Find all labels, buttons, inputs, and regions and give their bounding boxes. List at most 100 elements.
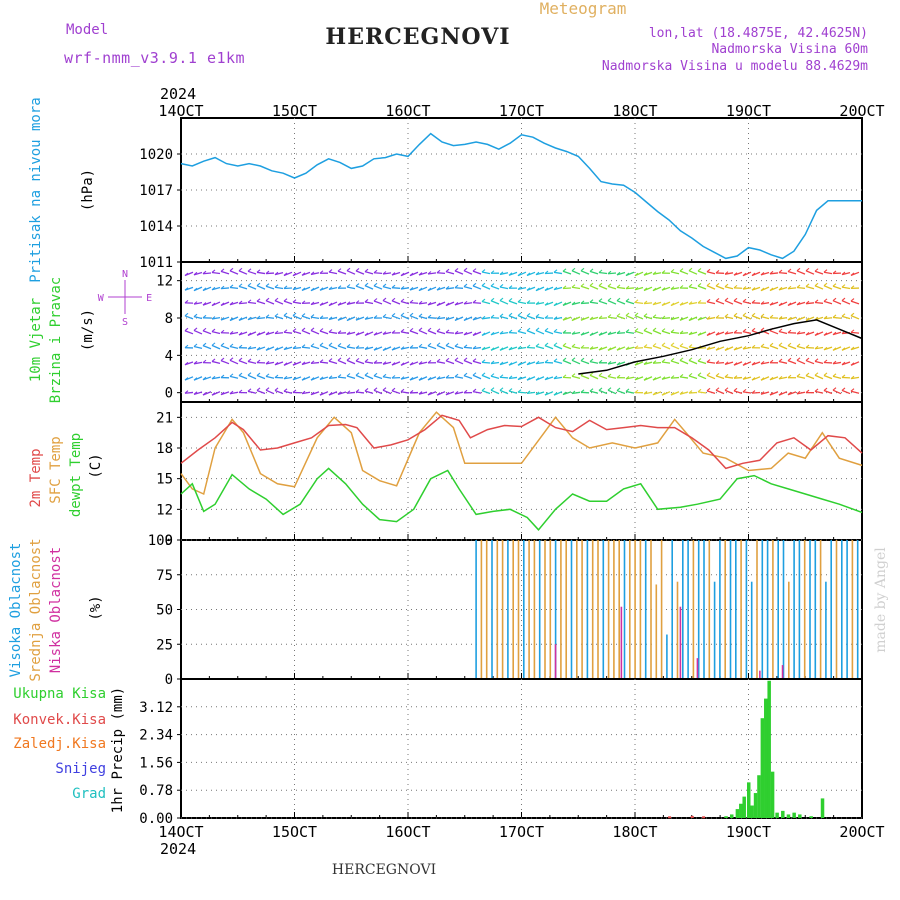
wind-arrow [796, 359, 806, 365]
wind-arrow [517, 346, 527, 350]
wind-arrow-head [688, 267, 693, 272]
wind-arrow-head [562, 374, 567, 378]
wind-arrow-head [454, 267, 459, 272]
wind-arrow [400, 331, 410, 335]
wind-arrow [508, 331, 518, 334]
wind-arrow-head [805, 267, 810, 272]
wind-arrow [355, 360, 365, 365]
wind-arrow [310, 272, 320, 276]
wind-arrow-head [373, 282, 378, 287]
wind-arrow-head [643, 313, 648, 317]
wind-arrow-head [472, 268, 477, 272]
wind-arrow [364, 361, 374, 364]
wind-arrow-head [247, 345, 252, 350]
precip-legend-item: Snijeg [55, 761, 106, 777]
wind-arrow-head [634, 362, 639, 366]
pressure-panel: 1011 1014 1017 1020 [139, 117, 863, 271]
wind-arrow-head [328, 302, 333, 306]
wind-arrow [535, 361, 545, 365]
tick-label-y: 21 [156, 410, 173, 426]
wind-arrow [679, 391, 689, 395]
wind-arrow-head [436, 302, 441, 306]
wind-arrow [652, 345, 662, 350]
wind-arrow [364, 285, 374, 290]
wind-arrow-head [328, 269, 333, 273]
tick-label-y: 4 [165, 348, 173, 364]
wind-arrow-head [607, 270, 612, 275]
wind-arrow-head [814, 316, 819, 321]
wind-arrow [679, 345, 689, 350]
wind-arrow [346, 270, 356, 275]
wind-arrow [193, 302, 203, 305]
wind-arrow-head [823, 387, 828, 391]
wind-arrow-head [355, 300, 360, 304]
wind-arrow-head [436, 287, 441, 291]
wind-arrow-head [499, 284, 504, 288]
wind-arrow [445, 287, 455, 290]
wind-arrow-head [220, 317, 225, 321]
wind-arrow [598, 300, 608, 305]
wind-arrow [598, 317, 608, 320]
wind-arrow [436, 330, 446, 335]
wind-arrow-head [751, 327, 756, 332]
wind-arrow-head [490, 331, 495, 336]
wind-arrow [319, 330, 329, 335]
wind-arrow [823, 285, 833, 290]
wind-arrow [301, 391, 311, 395]
wind-arrow [850, 376, 860, 380]
precip-legend-item: Zaledj.Kisa [13, 736, 106, 752]
wind-arrow-head [751, 377, 756, 381]
wind-arrow [463, 375, 473, 380]
wind-arrow-head [202, 392, 207, 396]
wind-arrow-head [418, 327, 423, 331]
wind-arrow [346, 286, 356, 290]
wind-arrow-head [769, 287, 774, 291]
wind-arrow-head [472, 299, 477, 304]
wind-arrow [796, 391, 806, 395]
time-label-bottom: 18OCT [612, 823, 657, 841]
wind-arrow-head [274, 374, 279, 378]
wind-arrow-head [544, 376, 549, 381]
wind-arrow [238, 302, 248, 305]
wind-arrow-head [670, 358, 675, 362]
wind-arrow-head [787, 391, 792, 396]
wind-arrow [535, 271, 545, 276]
wind-arrow-head [463, 372, 468, 377]
wind-arrow-head [832, 360, 837, 365]
wind-arrow [571, 301, 581, 306]
wind-arrow-head [265, 387, 270, 391]
wind-arrow-head [427, 391, 432, 396]
wind-arrow-head [796, 301, 801, 306]
wind-arrow-head [409, 312, 414, 317]
wind-arrow-head [751, 344, 756, 349]
wind-arrow-head [481, 346, 486, 351]
wind-arrow-head [535, 360, 540, 365]
wind-arrow-head [598, 269, 603, 273]
wind-arrow-head [436, 328, 441, 332]
wind-arrow [310, 345, 320, 350]
wind-arrow-head [355, 283, 360, 287]
wind-arrow [715, 389, 725, 395]
wind-arrow [688, 301, 698, 305]
wind-arrow [391, 315, 401, 320]
wind-arrow-head [769, 314, 774, 319]
temp-unit-label: (C) [88, 453, 104, 478]
precip-bar [757, 775, 761, 818]
wind-arrow-head [517, 345, 522, 350]
wind-arrow-head [418, 377, 423, 381]
wind-arrow-head [805, 300, 810, 305]
wind-arrow-head [400, 388, 405, 393]
cloud-high-label: Visoka Oblacnost [8, 543, 24, 678]
precip-bar [809, 816, 813, 818]
wind-arrow-head [400, 362, 405, 366]
wind-arrow-head [580, 389, 585, 393]
wind-arrow-head [589, 346, 594, 350]
tick-label-y: 0.00 [139, 811, 173, 827]
wind-arrow [382, 299, 392, 305]
wind-arrow [706, 374, 716, 380]
wind-arrow-head [301, 272, 306, 276]
tick-label-y: 50 [156, 603, 173, 619]
wind-arrow-head [265, 331, 270, 336]
wind-arrow [346, 375, 356, 380]
wind-arrow-head [445, 391, 450, 396]
